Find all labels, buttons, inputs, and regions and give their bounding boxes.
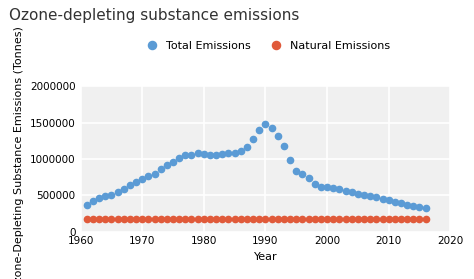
Natural Emissions (207, 218, 213, 221)
Line: Total Emissions: Total Emissions (83, 121, 429, 211)
Total Emissions (312, 182, 318, 185)
Natural Emissions (423, 218, 428, 221)
Total Emissions (90, 199, 96, 203)
Text: Ozone-depleting substance emissions: Ozone-depleting substance emissions (9, 8, 300, 23)
Natural Emissions (90, 218, 96, 221)
Line: Natural Emissions: Natural Emissions (83, 216, 429, 222)
Total Emissions (207, 154, 213, 157)
Natural Emissions (306, 218, 311, 221)
Total Emissions (281, 144, 287, 148)
Total Emissions (423, 206, 428, 210)
Total Emissions (84, 203, 90, 206)
Total Emissions (263, 122, 268, 126)
Total Emissions (300, 172, 305, 175)
Legend: Total Emissions, Natural Emissions: Total Emissions, Natural Emissions (137, 37, 394, 56)
Natural Emissions (275, 218, 281, 221)
Y-axis label: Ozone-Depleting Substance Emissions (Tonnes): Ozone-Depleting Substance Emissions (Ton… (14, 27, 25, 279)
Natural Emissions (293, 218, 299, 221)
X-axis label: Year: Year (254, 252, 277, 262)
Natural Emissions (84, 218, 90, 221)
Natural Emissions (343, 218, 348, 221)
Total Emissions (349, 191, 355, 194)
